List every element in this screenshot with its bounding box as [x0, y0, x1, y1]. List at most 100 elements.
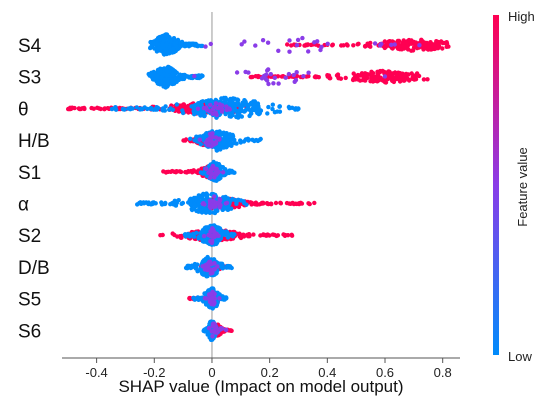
shap-point [213, 207, 219, 213]
shap-point [268, 201, 274, 206]
x-tick-label: 0.8 [434, 365, 452, 380]
shap-point [245, 137, 250, 142]
shap-point [175, 234, 180, 239]
shap-point [240, 103, 245, 108]
shap-point [407, 78, 412, 83]
shap-point [236, 197, 241, 202]
shap-point [379, 41, 384, 47]
shap-point [238, 235, 244, 241]
shap-point [152, 46, 157, 51]
shap-point [440, 40, 445, 46]
shap-point [189, 104, 194, 109]
feature-label: S2 [18, 226, 41, 247]
shap-point [211, 105, 217, 110]
shap-point [426, 43, 431, 48]
shap-point [161, 51, 167, 57]
shap-point [421, 77, 427, 82]
colorbar-title: Feature value [515, 147, 530, 227]
feature-label: θ [18, 99, 29, 120]
shap-point [410, 48, 416, 53]
shap-point [362, 43, 368, 49]
shap-point [246, 70, 251, 75]
shap-point [208, 175, 213, 180]
shap-point [206, 170, 211, 175]
shap-point [251, 232, 256, 237]
shap-point [325, 73, 330, 78]
feature-row [183, 254, 234, 279]
shap-point [215, 163, 221, 168]
shap-point [204, 194, 209, 199]
shap-point [270, 102, 275, 107]
shap-point [214, 148, 219, 153]
feature-row [66, 95, 301, 120]
shap-point [208, 41, 213, 47]
shap-point [192, 234, 197, 239]
x-tick-label: 0.6 [376, 365, 394, 380]
shap-point [138, 106, 143, 111]
shap-point [361, 74, 367, 79]
shap-point [246, 232, 252, 237]
shap-point [266, 104, 271, 110]
shap-point [224, 107, 229, 113]
shap-point [236, 115, 241, 120]
shap-point [409, 71, 414, 76]
shap-point [227, 101, 232, 106]
shap-point [217, 227, 222, 232]
shap-point [277, 104, 282, 109]
shap-point [267, 233, 272, 238]
shap-point [325, 41, 330, 46]
shap-point [163, 32, 168, 38]
shap-point [294, 70, 299, 75]
shap-point [168, 202, 173, 207]
shap-point [278, 200, 283, 205]
shap-point [205, 137, 210, 143]
shap-point [170, 67, 175, 72]
shap-point [164, 72, 170, 78]
feature-label: α [18, 195, 29, 216]
shap-point [171, 81, 176, 86]
shap-point [389, 42, 394, 47]
shap-point [200, 171, 206, 176]
shap-point [155, 42, 160, 47]
shap-point [217, 296, 222, 301]
shap-point [395, 38, 401, 44]
shap-point [370, 77, 375, 82]
shap-point [291, 72, 296, 78]
shap-point [183, 232, 188, 237]
shap-point [232, 137, 237, 143]
shap-point [276, 81, 281, 86]
shap-point [172, 41, 178, 47]
shap-point [205, 142, 211, 148]
shap-point [239, 114, 244, 119]
shap-point [221, 195, 226, 200]
shap-point [206, 326, 212, 331]
shap-point [208, 239, 213, 244]
shap-point [416, 73, 422, 79]
shap-point [179, 43, 184, 49]
shap-point [177, 72, 183, 77]
shap-point [200, 264, 205, 269]
shap-point [162, 77, 168, 82]
shap-point [219, 96, 224, 101]
shap-point [215, 129, 220, 135]
shap-point [154, 79, 159, 84]
shap-point [397, 47, 403, 52]
shap-point [213, 101, 219, 106]
shap-point [401, 44, 407, 49]
shap-point [159, 202, 165, 207]
shap-point [285, 42, 290, 47]
shap-point [187, 234, 193, 239]
shap-point [409, 38, 414, 43]
shap-point [196, 195, 202, 200]
shap-point [186, 43, 192, 48]
shap-point [167, 107, 172, 112]
shap-point [212, 194, 217, 199]
shap-point [205, 267, 210, 273]
shap-point [208, 229, 213, 234]
shap-point [307, 201, 312, 207]
shap-point [209, 144, 214, 149]
shap-point [216, 233, 221, 238]
shap-point [82, 105, 87, 111]
shap-point [196, 236, 201, 241]
shap-point [207, 198, 213, 203]
